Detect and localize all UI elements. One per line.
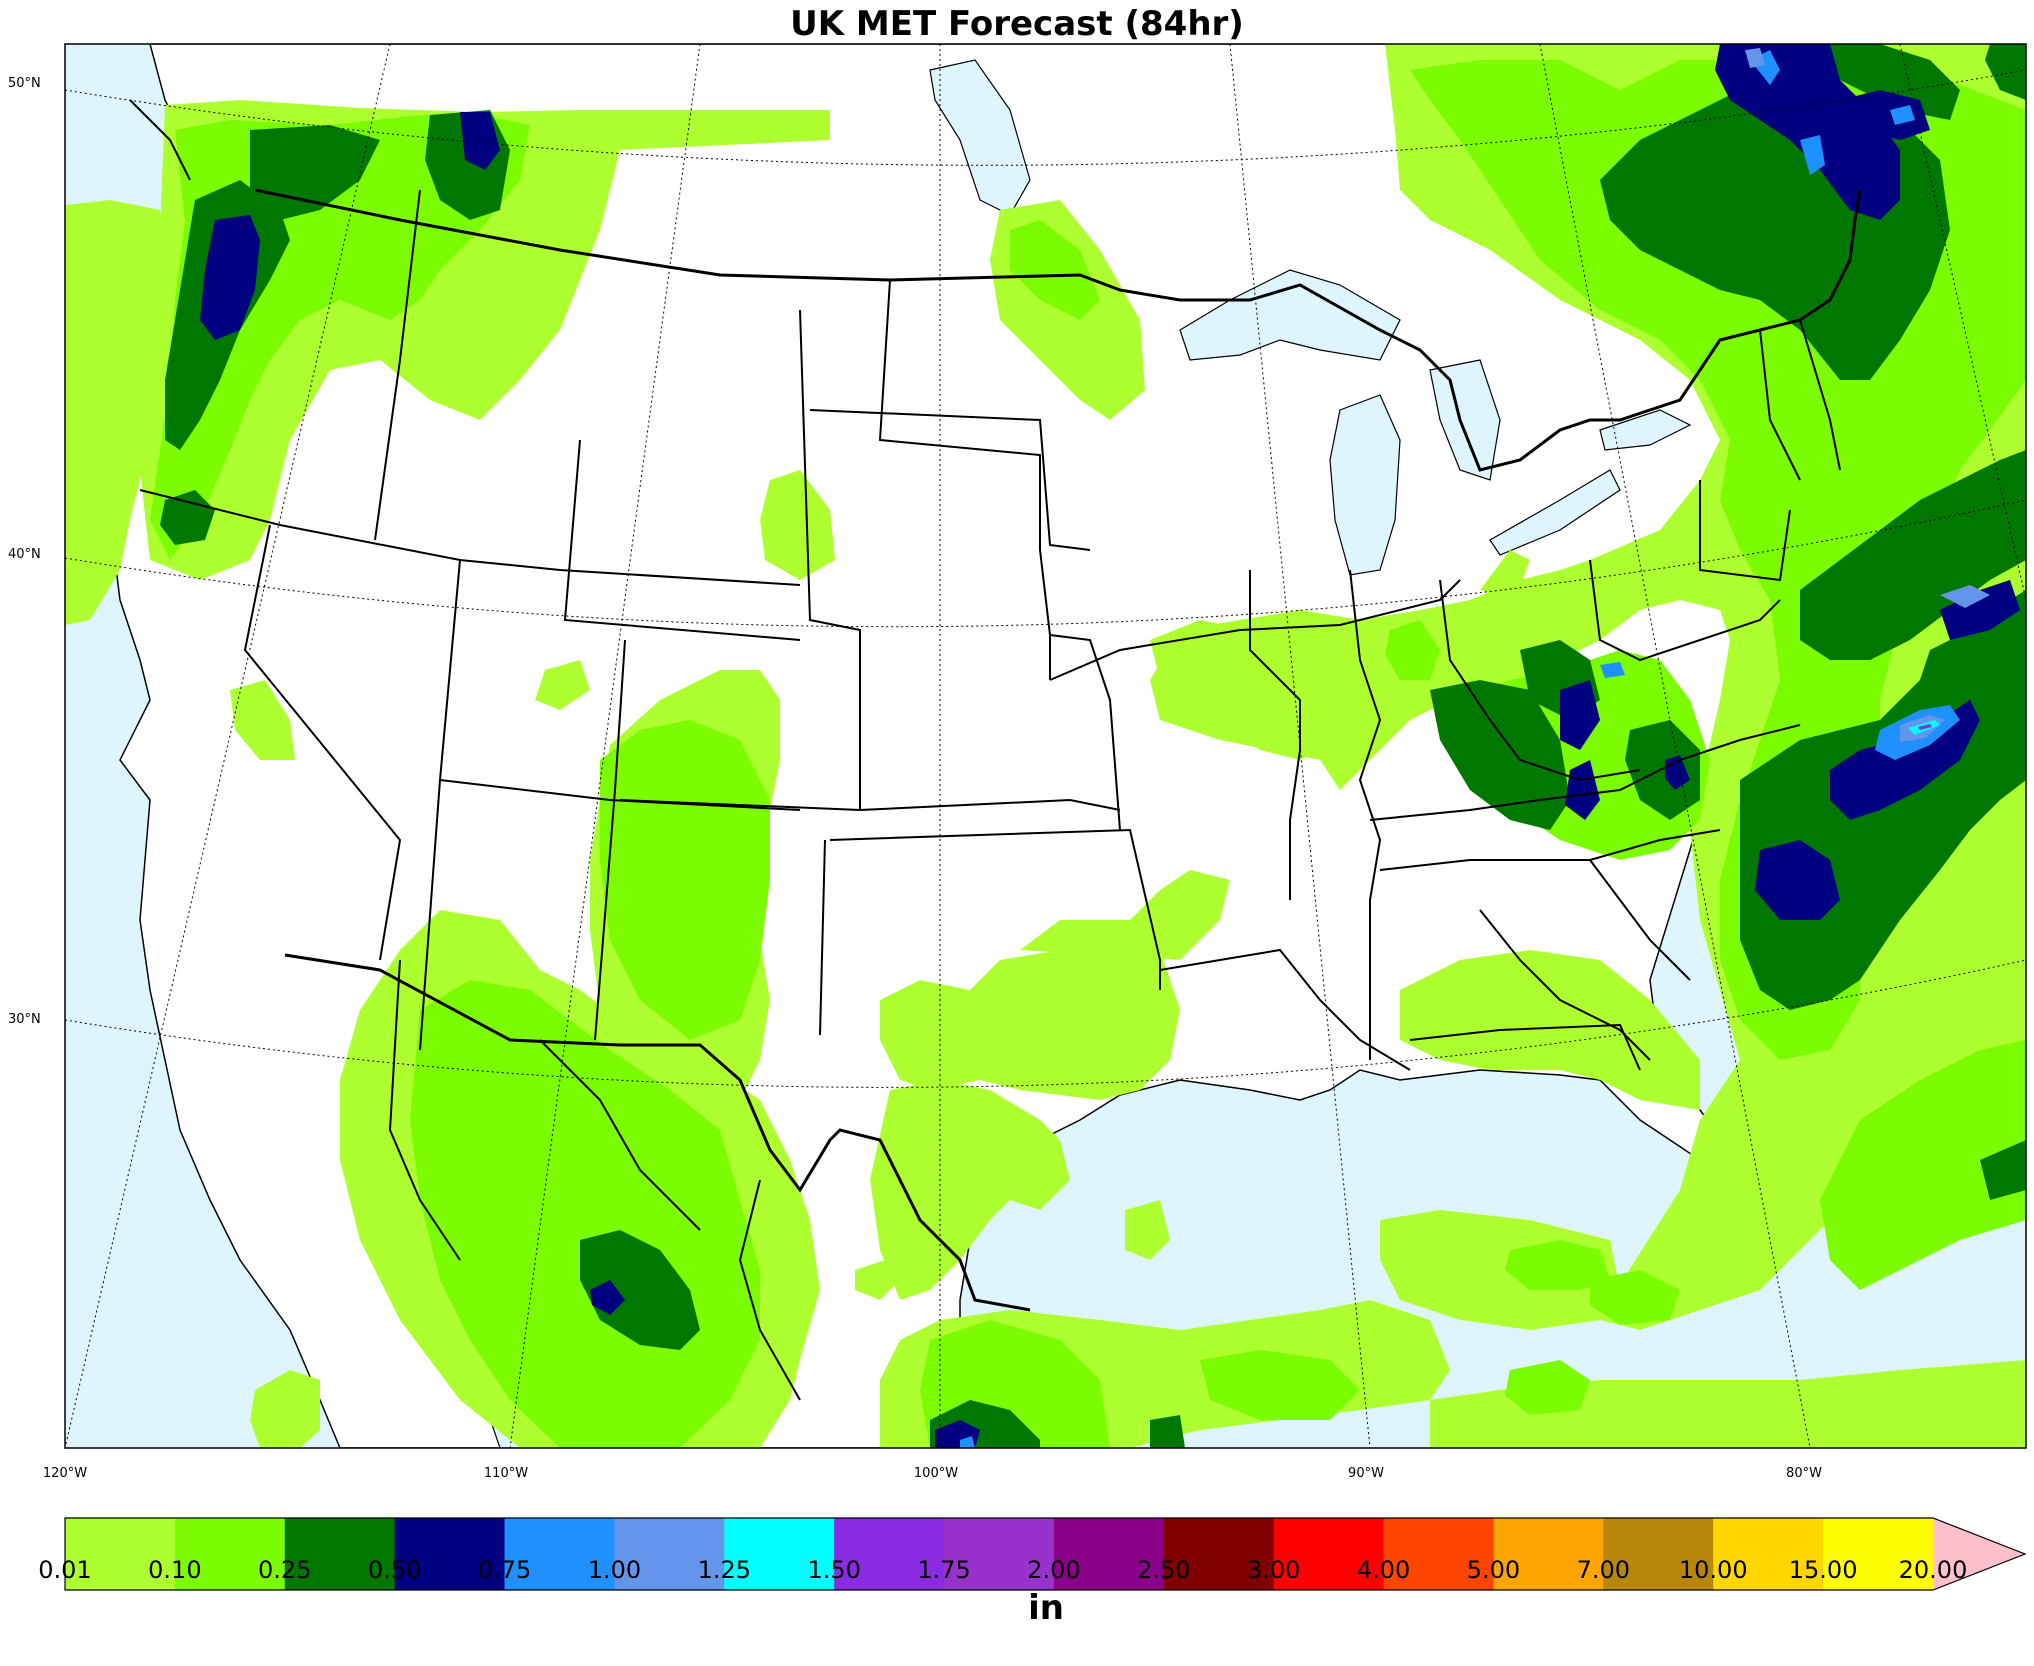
colorbar-tick-label: 15.00 — [1788, 1556, 1858, 1584]
lake-ontario — [1599, 409, 1692, 451]
lon-label-100w: 100°W — [913, 1466, 959, 1481]
colorbar-tick-label: 0.01 — [38, 1556, 92, 1584]
colorbar-segment — [1163, 1518, 1275, 1590]
colorbar-segment — [284, 1518, 396, 1590]
colorbar-segment — [944, 1518, 1055, 1590]
colorbar-tick-label: 0.50 — [367, 1556, 422, 1584]
colorbar-segment — [724, 1518, 835, 1590]
colorbar-tick-label: 1.25 — [697, 1556, 751, 1584]
map-title: UK MET Forecast (84hr) — [790, 4, 1244, 44]
lake-erie — [1489, 469, 1621, 556]
colorbar-segment — [1713, 1518, 1824, 1590]
colorbar-segment — [1603, 1518, 1714, 1590]
graticule — [65, 44, 2026, 1448]
colorbar-tick-label: 3.00 — [1246, 1556, 1301, 1584]
colorbar-segment — [504, 1518, 615, 1590]
lon-label-120w: 120°W — [42, 1466, 88, 1481]
map-frame — [64, 43, 2027, 1449]
colorbar-segment — [614, 1518, 725, 1590]
colorbar-tick-label: 5.00 — [1466, 1556, 1521, 1584]
colorbar-segment — [1273, 1518, 1385, 1590]
colorbar-segment — [1493, 1518, 1604, 1590]
colorbar-segment — [174, 1518, 286, 1590]
colorbar-tick-label: 2.50 — [1137, 1556, 1191, 1584]
lat-label-40n: 40°N — [8, 547, 41, 562]
colorbar-tick-label: 7.00 — [1576, 1556, 1631, 1584]
colorbar-segment — [394, 1518, 506, 1590]
lon-label-110w: 110°W — [483, 1466, 529, 1481]
colorbar-segment — [1383, 1518, 1494, 1590]
colorbar-outline — [64, 1517, 2027, 1591]
colorbar-tick-label: 20.00 — [1898, 1556, 1968, 1584]
lon-label-90w: 90°W — [1348, 1466, 1384, 1481]
precip-150 — [1918, 724, 1932, 730]
colorbar-segment — [65, 1518, 176, 1590]
colorbar-tick-label: 1.75 — [917, 1556, 971, 1584]
colorbar-segment — [1823, 1518, 1934, 1590]
lon-label-80w: 80°W — [1786, 1466, 1822, 1481]
colorbar-segment — [1053, 1518, 1165, 1590]
lake-michigan — [1329, 394, 1401, 576]
state-borders — [129, 99, 1841, 1401]
colorbar-tick-label: 1.50 — [807, 1556, 861, 1584]
colorbar-tick-label: 10.00 — [1678, 1556, 1748, 1584]
colorbar — [64, 1517, 2027, 1591]
colorbar-unit-label: in — [1028, 1588, 1064, 1628]
colorbar-extend-arrow — [1933, 1518, 2025, 1590]
lat-label-50n: 50°N — [8, 76, 41, 91]
colorbar-tick-label: 2.00 — [1027, 1556, 1081, 1584]
colorbar-tick-label: 0.75 — [477, 1556, 532, 1584]
lake-huron — [1429, 359, 1501, 481]
colorbar-segment — [834, 1518, 945, 1590]
country-borders — [254, 188, 1862, 1312]
lat-label-30n: 30°N — [8, 1012, 41, 1027]
colorbar-tick-label: 0.25 — [258, 1556, 312, 1584]
colorbar-tick-label: 0.10 — [148, 1556, 202, 1584]
colorbar-tick-label: 1.00 — [587, 1556, 642, 1584]
lake-superior — [1179, 269, 1401, 361]
colorbar-tick-label: 4.00 — [1356, 1556, 1411, 1584]
